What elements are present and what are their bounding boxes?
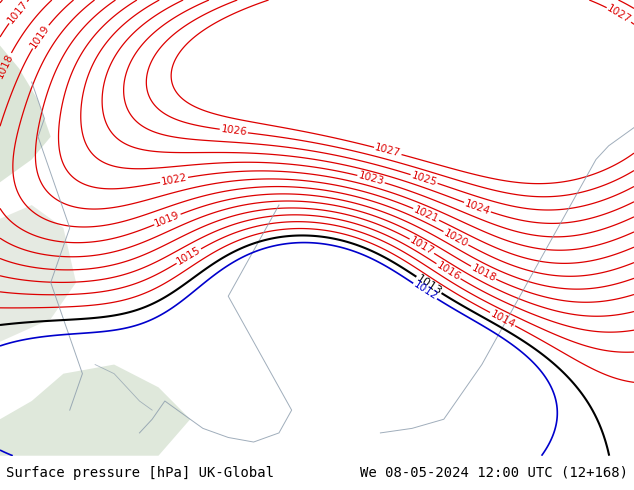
Text: 1021: 1021 [412, 204, 440, 224]
Text: 1016: 1016 [434, 260, 462, 283]
Text: 1024: 1024 [463, 198, 491, 217]
Polygon shape [0, 205, 76, 342]
Text: We 08-05-2024 12:00 UTC (12+168): We 08-05-2024 12:00 UTC (12+168) [359, 466, 628, 480]
Text: 1014: 1014 [489, 309, 517, 330]
Text: 1025: 1025 [410, 170, 438, 188]
Text: 1019: 1019 [29, 23, 52, 50]
Text: 1027: 1027 [605, 3, 633, 25]
Polygon shape [0, 0, 51, 182]
Text: 1023: 1023 [357, 171, 385, 187]
Text: 1015: 1015 [175, 245, 203, 267]
Text: 1022: 1022 [160, 172, 188, 187]
Text: 1027: 1027 [374, 143, 402, 159]
Text: 1012: 1012 [411, 280, 439, 302]
Text: 1018: 1018 [0, 51, 15, 79]
Text: 1026: 1026 [220, 124, 247, 138]
Text: 1019: 1019 [153, 210, 181, 229]
Text: 1020: 1020 [442, 228, 470, 249]
Text: 1018: 1018 [469, 263, 498, 283]
Text: 1013: 1013 [415, 273, 443, 297]
Text: 1017: 1017 [408, 235, 436, 257]
Polygon shape [0, 365, 190, 456]
Text: 1017: 1017 [6, 0, 30, 25]
Text: Surface pressure [hPa] UK-Global: Surface pressure [hPa] UK-Global [6, 466, 275, 480]
